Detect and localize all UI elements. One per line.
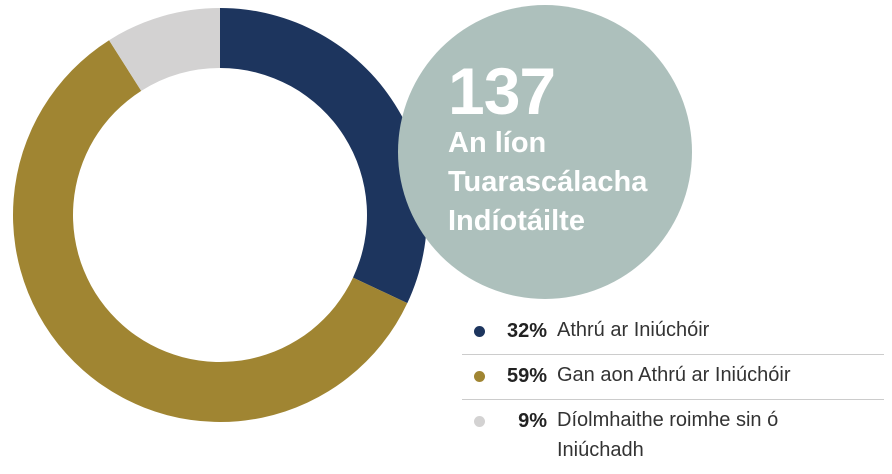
callout-circle (398, 5, 692, 299)
legend-label: Díolmhaithe roimhe sin ó Iniúchadh (557, 409, 779, 461)
value-label: 32% (506, 320, 547, 342)
legend-item: 32% Athrú ar Iniúchóir (462, 310, 884, 355)
legend-item: 59% Gan aon Athrú ar Iniúchóir (462, 355, 884, 400)
legend: 32% Athrú ar Iniúchóir 59% Gan aon Athrú ar… (462, 310, 884, 474)
center-value: 137 (448, 54, 556, 128)
value-label: 59% (506, 365, 547, 387)
center-callout: 137 An líon Tuarascálacha Indíotáilte (448, 58, 683, 241)
donut-segment (220, 8, 427, 304)
donut-segment (12, 40, 408, 422)
legend-swatch (474, 326, 485, 337)
legend-item: 9% Díolmhaithe roimhe sin ó Iniúchadh (462, 400, 884, 474)
donut-segment (109, 7, 220, 91)
legend-label: Gan aon Athrú ar Iniúchóir (557, 364, 791, 386)
legend-label: Athrú ar Iniúchóir (557, 319, 710, 341)
legend-swatch (474, 371, 485, 382)
value-label: 9% (518, 410, 547, 432)
center-label: An líon Tuarascálacha Indíotáilte (448, 127, 648, 237)
legend-swatch (474, 416, 485, 427)
